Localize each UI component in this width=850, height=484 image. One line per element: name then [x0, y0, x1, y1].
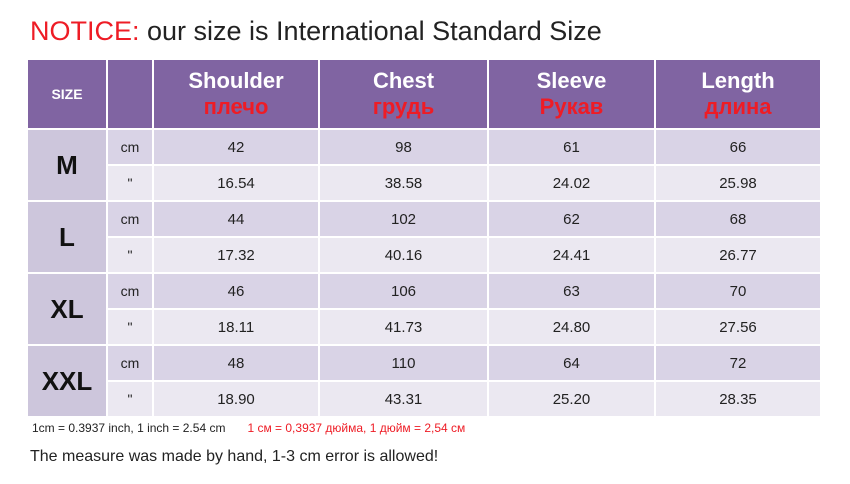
shoulder-inch: 16.54 — [152, 164, 320, 202]
unit-inch: " — [106, 308, 154, 346]
table-row: XXL cm 48 110 64 72 — [26, 344, 822, 418]
shoulder-header-en: Shoulder — [188, 68, 284, 93]
shoulder-header-ru: плечо — [203, 94, 269, 119]
shoulder-cm: 44 — [152, 200, 320, 238]
table-row: " 17.32 40.16 24.41 26.77 — [27, 236, 822, 274]
unit-column-header — [106, 58, 154, 130]
chest-header-ru: грудь — [372, 94, 435, 119]
length-inch: 25.98 — [654, 164, 822, 202]
table-row: M cm 42 98 61 66 — [26, 128, 822, 202]
length-cm: 68 — [654, 200, 822, 238]
table-row: " 16.54 38.58 24.02 25.98 — [27, 164, 822, 202]
shoulder-cm: 42 — [152, 128, 320, 166]
size-label: L — [26, 200, 108, 274]
sleeve-header-ru: Рукав — [539, 94, 604, 119]
length-cm: 66 — [654, 128, 822, 166]
sleeve-cm: 63 — [487, 272, 656, 310]
length-inch: 27.56 — [654, 308, 822, 346]
conversion-ru: 1 см = 0,3937 дюйма, 1 дюйм = 2,54 см — [247, 421, 466, 435]
unit-cm: cm — [106, 128, 154, 166]
chest-cm: 98 — [318, 128, 489, 166]
chest-cm: 110 — [318, 344, 489, 382]
chest-inch: 43.31 — [318, 380, 489, 418]
chest-cm: 106 — [318, 272, 489, 310]
size-label: XXL — [26, 344, 108, 418]
chest-column-header: Chest грудь — [318, 58, 489, 130]
unit-cm: cm — [106, 200, 154, 238]
length-cm: 70 — [654, 272, 822, 310]
notice-text: our size is International Standard Size — [139, 16, 602, 46]
chest-cm: 102 — [318, 200, 489, 238]
length-inch: 26.77 — [654, 236, 822, 274]
size-label: M — [26, 128, 108, 202]
sleeve-cm: 64 — [487, 344, 656, 382]
length-column-header: Length длина — [654, 58, 822, 130]
chest-inch: 38.58 — [318, 164, 489, 202]
header-row: SIZE Shoulder плечо Chest грудь Sleeve Р… — [26, 58, 822, 130]
sleeve-inch: 24.02 — [487, 164, 656, 202]
unit-inch: " — [106, 380, 154, 418]
conversion-note: 1cm = 0.3937 inch, 1 inch = 2.54 cm 1 см … — [32, 421, 465, 435]
chest-inch: 40.16 — [318, 236, 489, 274]
chest-inch: 41.73 — [318, 308, 489, 346]
sleeve-inch: 24.41 — [487, 236, 656, 274]
size-label: XL — [26, 272, 108, 346]
shoulder-column-header: Shoulder плечо — [152, 58, 320, 130]
shoulder-cm: 46 — [152, 272, 320, 310]
measure-note: The measure was made by hand, 1-3 cm err… — [30, 448, 439, 465]
length-header-ru: длина — [704, 94, 772, 119]
table-row: L cm 44 102 62 68 — [26, 200, 822, 274]
shoulder-inch: 18.11 — [152, 308, 320, 346]
sleeve-cm: 61 — [487, 128, 656, 166]
length-header-en: Length — [701, 68, 775, 93]
size-chart-table: SIZE Shoulder плечо Chest грудь Sleeve Р… — [26, 58, 822, 418]
table-row: XL cm 46 106 63 70 — [26, 272, 822, 346]
shoulder-inch: 17.32 — [152, 236, 320, 274]
sleeve-column-header: Sleeve Рукав — [487, 58, 656, 130]
conversion-en: 1cm = 0.3937 inch, 1 inch = 2.54 cm — [32, 421, 226, 435]
shoulder-cm: 48 — [152, 344, 320, 382]
length-cm: 72 — [654, 344, 822, 382]
sleeve-inch: 25.20 — [487, 380, 656, 418]
notice-label: NOTICE: — [30, 16, 140, 46]
size-column-header: SIZE — [26, 58, 108, 130]
unit-cm: cm — [106, 272, 154, 310]
table-row: " 18.11 41.73 24.80 27.56 — [27, 308, 822, 346]
chest-header-en: Chest — [372, 68, 435, 93]
unit-cm: cm — [106, 344, 154, 382]
shoulder-inch: 18.90 — [152, 380, 320, 418]
unit-inch: " — [106, 164, 154, 202]
unit-inch: " — [106, 236, 154, 274]
sleeve-cm: 62 — [487, 200, 656, 238]
notice-heading: NOTICE: our size is International Standa… — [30, 14, 602, 48]
length-inch: 28.35 — [654, 380, 822, 418]
sleeve-inch: 24.80 — [487, 308, 656, 346]
sleeve-header-en: Sleeve — [536, 68, 607, 93]
table-row: " 18.90 43.31 25.20 28.35 — [27, 380, 822, 418]
